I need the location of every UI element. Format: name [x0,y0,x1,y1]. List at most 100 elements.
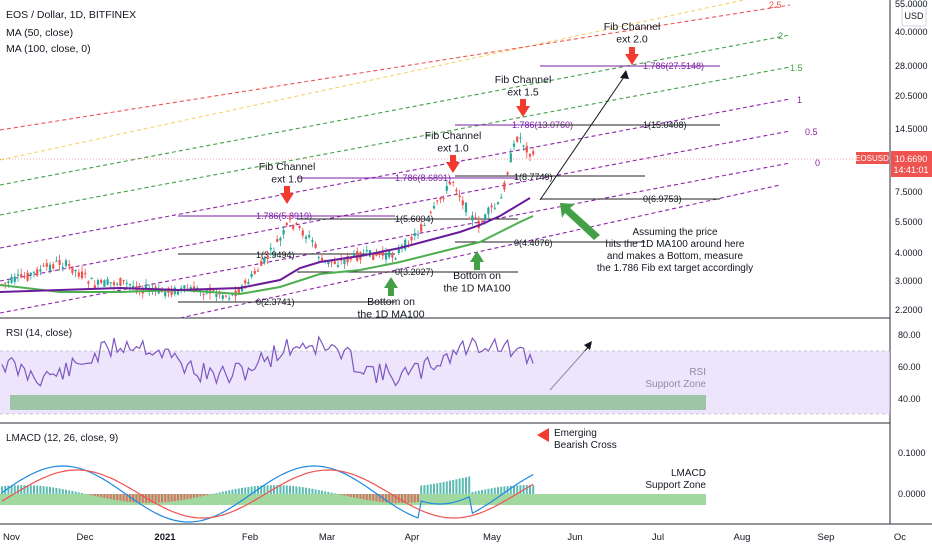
hist-bar [93,494,96,496]
candle-body [263,257,266,263]
hist-bar [333,493,336,494]
candle-body [452,181,455,183]
hist-bar [61,489,64,494]
candle-body [276,239,279,242]
hist-bar [173,494,176,502]
hist-bar [109,494,112,500]
time-axis[interactable]: Nov Dec 2021 Feb Mar Apr May Jun Jul Aug Sep Oc [3,532,906,543]
candle-body [237,289,240,294]
hist-bar [305,487,307,494]
candle-body [93,285,96,289]
hist-bar [497,487,499,494]
candle-body [372,252,375,260]
up-arrow-icon [384,277,398,288]
candle-body [381,250,384,256]
hist-bar [513,485,515,494]
ma50-legend: MA (50, close) [6,27,73,39]
candle-body [458,195,461,198]
annotation-text: and makes a Bottom, measure [607,251,744,262]
candle-body [7,281,10,284]
candle-body [16,274,20,276]
hist-bar [327,491,330,494]
hist-bar [125,494,128,502]
hist-bar [394,494,397,503]
hist-bar [228,490,231,494]
hist-bar [183,494,186,500]
annotation-text: Bottom on [367,296,415,308]
signal-line [1,469,534,519]
candle-body [410,236,413,241]
hist-bar [487,488,490,494]
hist-bar [266,485,269,494]
hist-bar [196,494,199,498]
candle-body [308,235,311,238]
hist-bar [170,494,173,502]
rsi-line [1,335,534,387]
hist-bar [167,494,170,502]
hist-bar [282,485,285,494]
lmacd-tick: 0.0000 [898,489,926,499]
hist-bar [157,494,160,503]
hist-bar [135,494,138,503]
hist-bar [202,494,205,496]
hist-bar [151,494,154,503]
up-arrow-icon [470,251,484,262]
hist-bar [500,486,503,494]
candle-body [58,259,61,265]
countdown: 14:41:01 [893,165,928,175]
candle-body [461,200,464,206]
candle-body [384,253,388,260]
candle-body [144,284,148,289]
candle-body [413,233,416,236]
currency-button[interactable]: USD [904,11,924,21]
hist-bar [471,491,474,494]
candle-body [272,250,276,252]
price-tick: 40.0000 [895,27,928,37]
candle-body [189,287,192,290]
candle-body [74,269,77,272]
hist-bar [39,485,42,494]
annotation-text: Fib Channel [495,74,552,86]
hist-bar [346,494,349,497]
hist-bar [311,488,314,494]
candle-body [23,276,26,278]
price-axis[interactable]: USD 55.0000 40.0000 28.0000 20.5000 14.5… [855,0,932,315]
ma50-line [0,197,531,293]
fib-channel-line [0,0,747,161]
candle-body [484,214,487,221]
candle-body [100,279,103,283]
candle-body [400,245,404,247]
price-tick: 14.5000 [895,124,928,134]
candle-body [119,277,122,286]
time-tick: Jun [567,532,582,543]
annotation-text: hits the 1D MA100 around here [606,239,745,250]
candle-body [253,270,256,274]
annotation-text: ext 1.0 [271,174,303,186]
candle-body [394,258,397,260]
candle-body [64,260,68,266]
candle-body [176,291,180,295]
hist-bar [122,494,125,502]
candle-body [96,280,100,285]
hist-bar [113,494,115,500]
fib-level-label: 0(6.9753) [643,194,682,204]
hist-bar [349,494,352,497]
candle-body [320,258,324,262]
candle-body [404,239,407,250]
hist-bar [36,485,39,494]
hist-bar [132,494,135,503]
candle-body [125,282,128,284]
candle-body [208,287,212,294]
hist-bar [279,485,282,494]
hist-bar [532,485,535,494]
price-tick: 28.0000 [895,61,928,71]
candle-body [288,217,292,220]
candle-body [295,222,298,224]
candle-body [215,293,218,297]
candle-body [128,284,132,286]
hist-bar [468,476,471,494]
projection-line [539,73,627,201]
hist-bar [477,490,480,494]
